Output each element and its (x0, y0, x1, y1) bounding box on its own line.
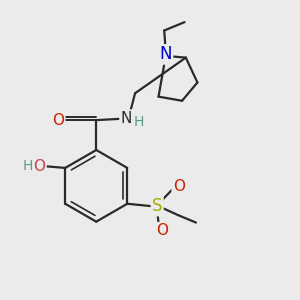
Text: O: O (33, 159, 45, 174)
Text: S: S (152, 197, 162, 215)
Text: O: O (172, 179, 184, 194)
Text: O: O (156, 223, 168, 238)
Text: H: H (23, 159, 33, 173)
Text: H: H (134, 115, 144, 129)
Text: O: O (52, 112, 64, 128)
Text: N: N (160, 45, 172, 63)
Text: N: N (120, 110, 132, 125)
